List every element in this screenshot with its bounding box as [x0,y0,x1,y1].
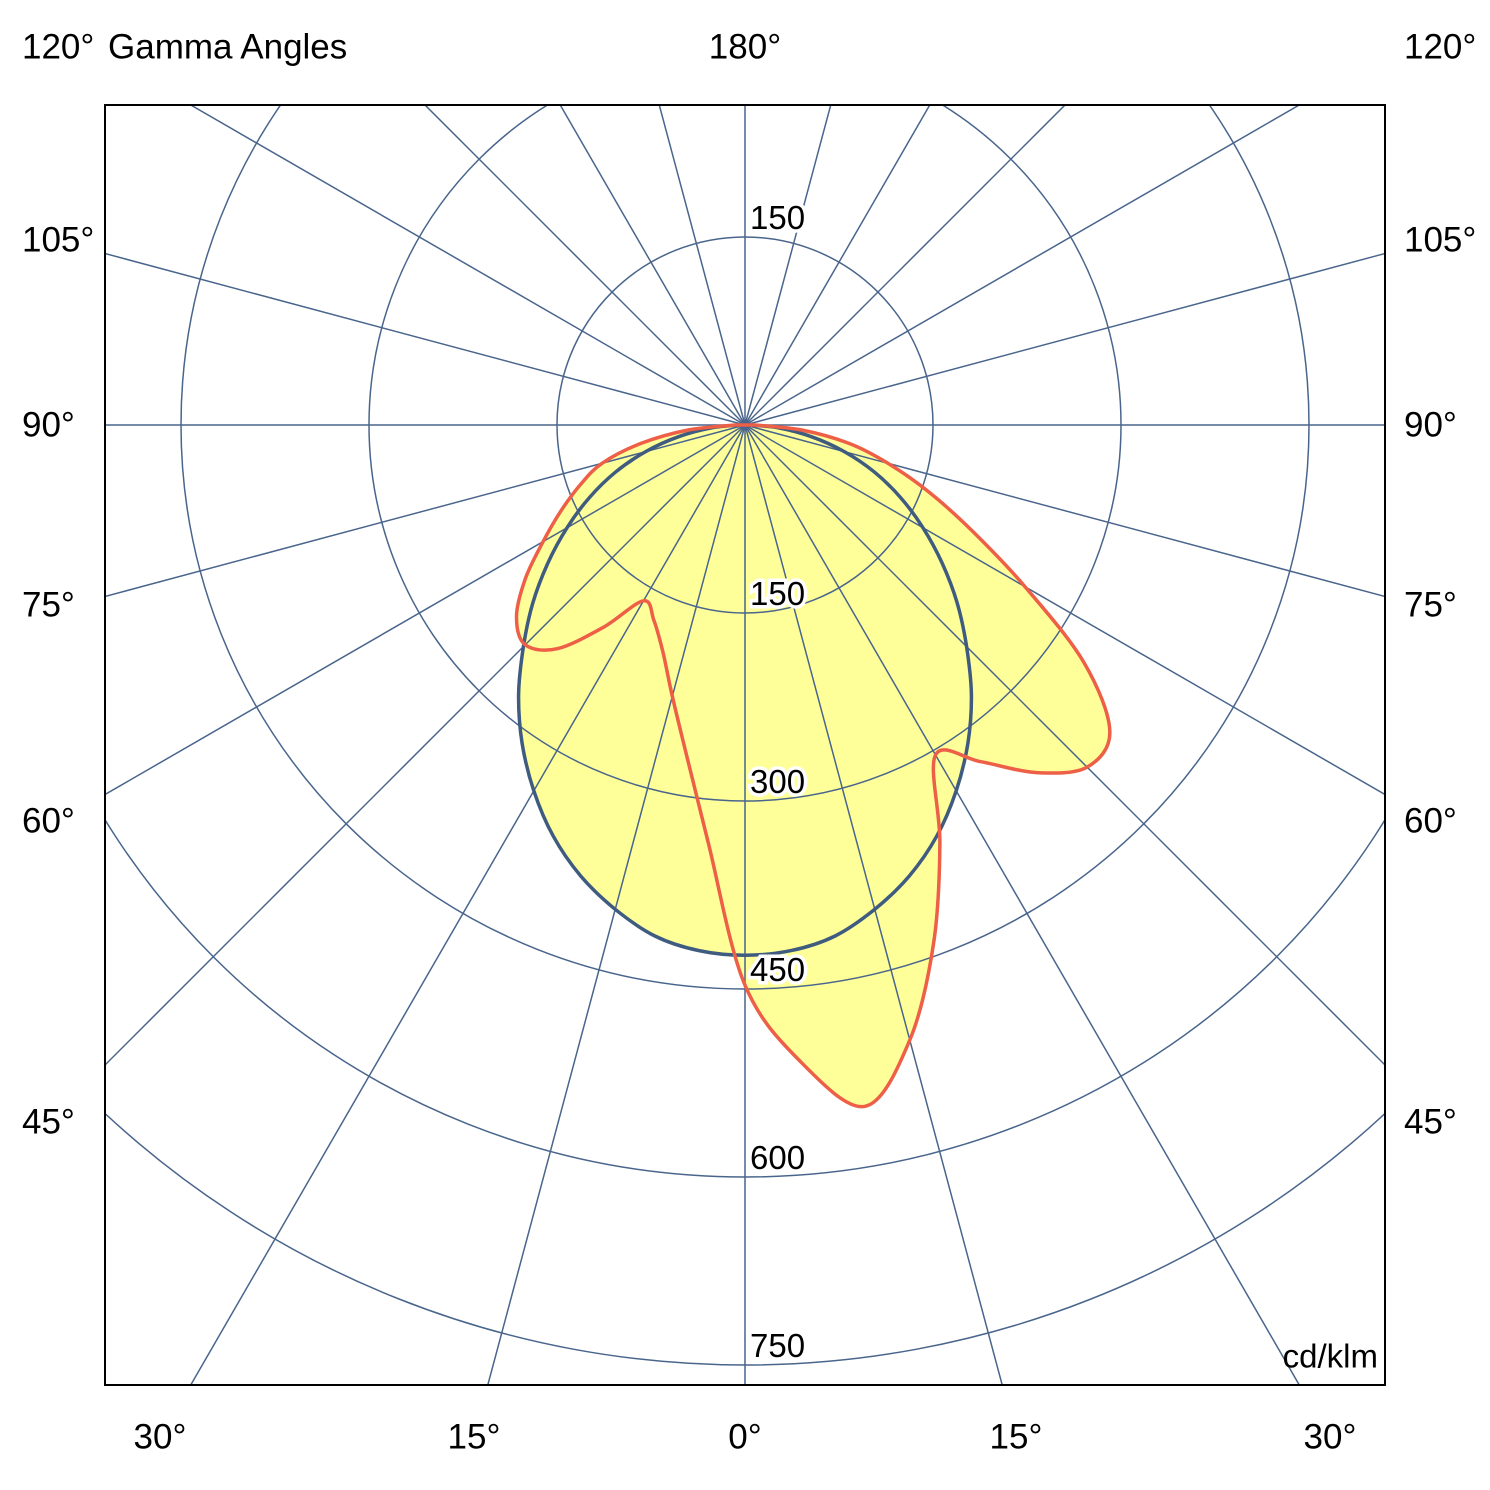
angle-label-right-45: 45° [1404,1102,1457,1142]
angle-label-left-75: 75° [22,585,75,625]
grid-spoke [744,424,1301,1385]
grid-spoke [744,105,1301,426]
grid-spoke [744,105,832,426]
grid-spoke [559,105,746,426]
ring-label-below: 750 [750,1327,805,1364]
grid-spoke [744,424,1385,1067]
angle-label-left-105: 105° [22,220,95,260]
angle-label-left-120: 120° [22,27,95,67]
grid-spoke [744,252,1385,426]
grid-spoke [744,105,1067,426]
chart-title: Gamma Angles [108,27,348,67]
grid-spoke [423,105,746,426]
curve-blue [516,423,974,957]
ring-labels: 150 300 450 600 750 150 [747,196,809,1368]
grid-spoke [105,252,746,426]
grid-spoke [658,105,746,426]
angle-label-bottom-30l: 30° [133,1417,187,1457]
grid-spoke [744,105,931,426]
unit-label: cd/klm [1282,1337,1378,1375]
angle-label-right-75: 75° [1404,585,1457,625]
angle-label-left-45: 45° [22,1102,75,1142]
angle-label-right-60: 60° [1404,801,1457,841]
angle-label-left-60: 60° [22,801,75,841]
ring-label-above: 150 [750,199,805,236]
grid-spoke [189,105,746,426]
grid-spoke [189,424,746,1385]
ring-label-below: 600 [750,1139,805,1176]
grid-spoke [105,424,746,1067]
angle-label-bottom-0: 0° [728,1417,762,1457]
ring-label-below: 150 [750,575,805,612]
ring-label-below: 300 [750,763,805,800]
angle-label-top-180: 180° [708,27,782,67]
ring-label-below: 450 [750,951,805,988]
grid-spoke [744,424,1385,796]
angle-label-bottom-15l: 15° [447,1417,501,1457]
grid-spoke [105,424,746,598]
angle-label-left-90: 90° [22,405,75,445]
angle-label-right-120: 120° [1404,27,1477,67]
angle-label-bottom-15r: 15° [989,1417,1043,1457]
angle-label-right-105: 105° [1404,220,1477,260]
angle-label-right-90: 90° [1404,405,1457,445]
grid-spoke [744,424,1003,1385]
plot-border [104,104,1386,1386]
curve-red [514,423,1112,1109]
grid-spoke [487,424,746,1385]
grid-spoke [105,424,746,796]
angle-label-bottom-30r: 30° [1303,1417,1357,1457]
grid-spoke [744,424,1385,598]
